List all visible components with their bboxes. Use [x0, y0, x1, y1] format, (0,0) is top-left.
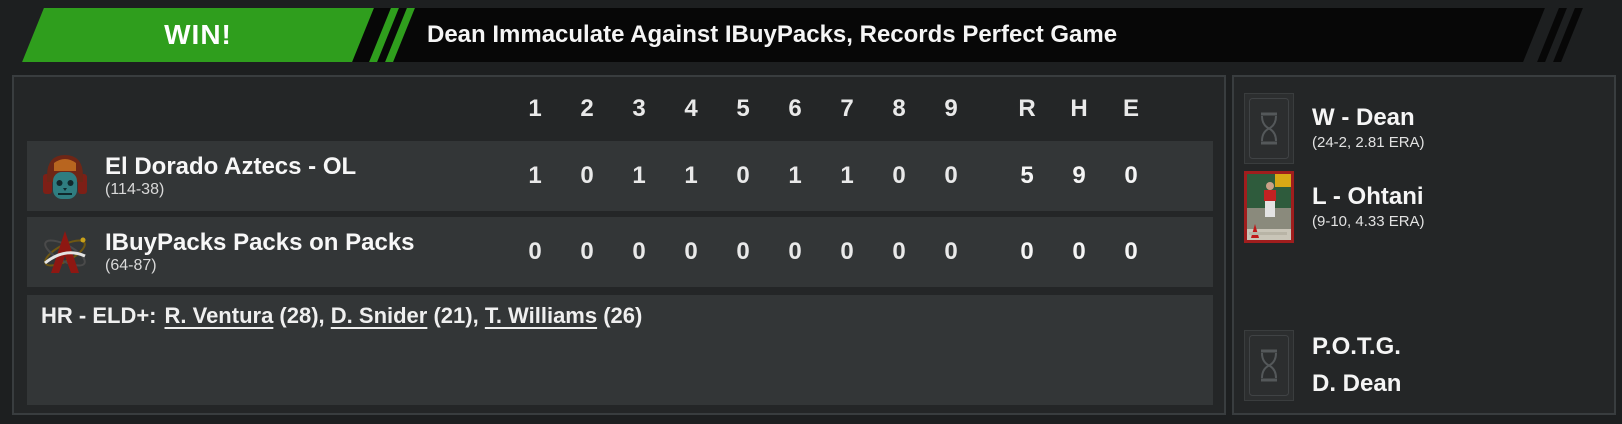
losing-pitcher-label: L - Ohtani [1312, 182, 1424, 210]
inning-score: 0 [580, 238, 594, 265]
inning-score: 1 [528, 162, 542, 189]
runs-total: 5 [1020, 162, 1034, 189]
aztecs-skull-logo-icon [43, 155, 87, 199]
player-link[interactable]: R. Ventura [164, 303, 274, 328]
team-row-home[interactable]: IBuyPacks Packs on Packs (64-87) 0 0 0 0… [27, 217, 1213, 287]
hr-count: (28), [273, 303, 331, 328]
losing-pitcher-item[interactable]: L - Ohtani (9-10, 4.33 ERA) [1244, 171, 1425, 243]
team-name: El Dorado Aztecs - OL [105, 153, 357, 180]
inning-score: 0 [580, 162, 594, 189]
potg-title: P.O.T.G. [1312, 333, 1401, 360]
inning-score: 1 [840, 162, 854, 189]
inning-score: 1 [632, 162, 646, 189]
inning-score: 1 [684, 162, 698, 189]
errors-total: 0 [1124, 238, 1138, 265]
runs-header: R [1018, 95, 1036, 122]
losing-pitcher-stats: (9-10, 4.33 ERA) [1312, 212, 1425, 230]
winning-pitcher-label: W - Dean [1312, 104, 1415, 132]
hr-count: (21), [427, 303, 485, 328]
inning-header: 7 [840, 95, 854, 122]
ibuypacks-atom-logo-icon [44, 231, 86, 273]
team-name: IBuyPacks Packs on Packs [105, 229, 415, 256]
team-info-away: El Dorado Aztecs - OL (114-38) [27, 150, 509, 202]
inning-header: 4 [684, 95, 698, 122]
inning-score: 0 [840, 238, 854, 265]
game-headline: Dean Immaculate Against IBuyPacks, Recor… [427, 21, 1118, 48]
team-record: (114-38) [105, 180, 165, 198]
inning-header: 6 [788, 95, 802, 122]
runs-total: 0 [1020, 238, 1034, 265]
win-label: WIN! [164, 19, 232, 50]
inning-score: 0 [684, 238, 698, 265]
hits-total: 0 [1072, 238, 1086, 265]
errors-total: 0 [1124, 162, 1138, 189]
inning-header-row: 1 2 3 4 5 6 7 8 9 R H E [27, 77, 1213, 141]
inning-score: 0 [632, 238, 646, 265]
winning-pitcher-stats: (24-2, 2.81 ERA) [1312, 134, 1425, 152]
inning-score: 0 [788, 238, 802, 265]
inning-score: 0 [944, 238, 958, 265]
team-record: (64-87) [105, 256, 157, 274]
inning-score: 0 [892, 238, 906, 265]
inning-score: 0 [528, 238, 542, 265]
player-of-the-game-item[interactable]: P.O.T.G. D. Dean [1244, 329, 1401, 403]
inning-header: 9 [944, 95, 958, 122]
home-run-summary: HR - ELD+: R. Ventura (28), D. Snider (21… [27, 295, 1213, 405]
winning-pitcher-item[interactable]: W - Dean (24-2, 2.81 ERA) [1244, 93, 1425, 164]
inning-header: 5 [736, 95, 750, 122]
player-photo-card-icon [1244, 171, 1294, 243]
inning-score: 0 [736, 238, 750, 265]
errors-header: E [1122, 95, 1139, 122]
inning-header: 2 [580, 95, 594, 122]
player-link[interactable]: T. Williams [484, 303, 598, 328]
hr-count: (26) [597, 303, 643, 328]
inning-score: 1 [788, 162, 802, 189]
inning-header: 1 [528, 95, 542, 122]
inning-header: 8 [892, 95, 906, 122]
inning-score: 0 [736, 162, 750, 189]
hourglass-placeholder-card-icon [1244, 93, 1294, 164]
inning-score: 0 [892, 162, 906, 189]
scoreboard-panel: 1 2 3 4 5 6 7 8 9 R H E [12, 75, 1226, 415]
result-banner: WIN! Dean Immaculate Against IBuyPacks, … [0, 8, 1622, 62]
hits-total: 9 [1072, 162, 1086, 189]
inning-score: 0 [944, 162, 958, 189]
inning-header: 3 [632, 95, 646, 122]
team-info-home: IBuyPacks Packs on Packs (64-87) [27, 226, 509, 278]
potg-player: D. Dean [1312, 369, 1402, 397]
hits-header: H [1070, 95, 1088, 122]
pitcher-decisions-panel: W - Dean (24-2, 2.81 ERA) L - Ohtani (9-… [1232, 75, 1616, 415]
player-link[interactable]: D. Snider [330, 303, 428, 328]
hourglass-placeholder-card-icon [1244, 330, 1294, 402]
team-row-away[interactable]: El Dorado Aztecs - OL (114-38) 1 0 1 1 0… [27, 141, 1213, 211]
hr-prefix: HR - ELD+: [41, 303, 157, 328]
